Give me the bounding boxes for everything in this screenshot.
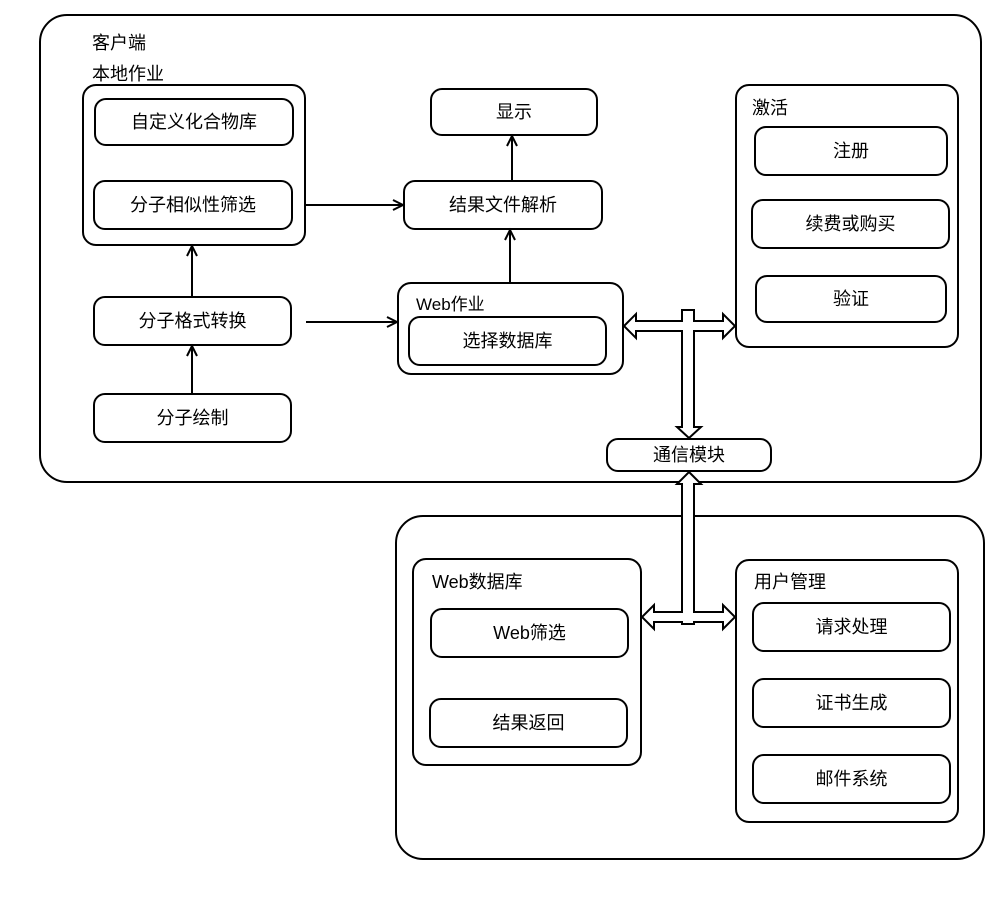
- custom-compound-db-label: 自定义化合物库: [131, 113, 257, 131]
- comm-module-label: 通信模块: [653, 446, 725, 464]
- web-db-title: Web数据库: [432, 568, 523, 594]
- mail-sys-node: 邮件系统: [752, 754, 951, 804]
- select-db-node: 选择数据库: [408, 316, 607, 366]
- web-job-title: Web作业: [416, 290, 485, 315]
- result-return-label: 结果返回: [493, 714, 565, 732]
- activation-title: 激活: [752, 94, 788, 120]
- molecule-draw-node: 分子绘制: [93, 393, 292, 443]
- register-node: 注册: [754, 126, 948, 176]
- renew-buy-node: 续费或购买: [751, 199, 950, 249]
- user-mgmt-title: 用户管理: [754, 568, 826, 594]
- result-return-node: 结果返回: [429, 698, 628, 748]
- cert-gen-label: 证书生成: [816, 694, 888, 712]
- web-filter-node: Web筛选: [430, 608, 629, 658]
- client-title: 客户端: [92, 29, 146, 55]
- mail-sys-label: 邮件系统: [816, 770, 888, 788]
- result-parse-label: 结果文件解析: [449, 196, 557, 214]
- select-db-label: 选择数据库: [463, 332, 553, 350]
- local-job-title: 本地作业: [92, 60, 164, 86]
- request-proc-label: 请求处理: [816, 618, 888, 636]
- renew-buy-label: 续费或购买: [806, 215, 896, 233]
- display-node: 显示: [430, 88, 598, 136]
- custom-compound-db-node: 自定义化合物库: [94, 98, 294, 146]
- cert-gen-node: 证书生成: [752, 678, 951, 728]
- verify-label: 验证: [833, 290, 869, 308]
- molecule-draw-label: 分子绘制: [157, 409, 229, 427]
- register-label: 注册: [833, 142, 869, 160]
- web-filter-label: Web筛选: [493, 624, 566, 642]
- comm-module-node: 通信模块: [606, 438, 772, 472]
- format-convert-label: 分子格式转换: [139, 312, 247, 330]
- result-parse-node: 结果文件解析: [403, 180, 603, 230]
- similarity-filter-label: 分子相似性筛选: [130, 196, 256, 214]
- similarity-filter-node: 分子相似性筛选: [93, 180, 293, 230]
- request-proc-node: 请求处理: [752, 602, 951, 652]
- verify-node: 验证: [755, 275, 947, 323]
- format-convert-node: 分子格式转换: [93, 296, 292, 346]
- display-label: 显示: [496, 103, 532, 121]
